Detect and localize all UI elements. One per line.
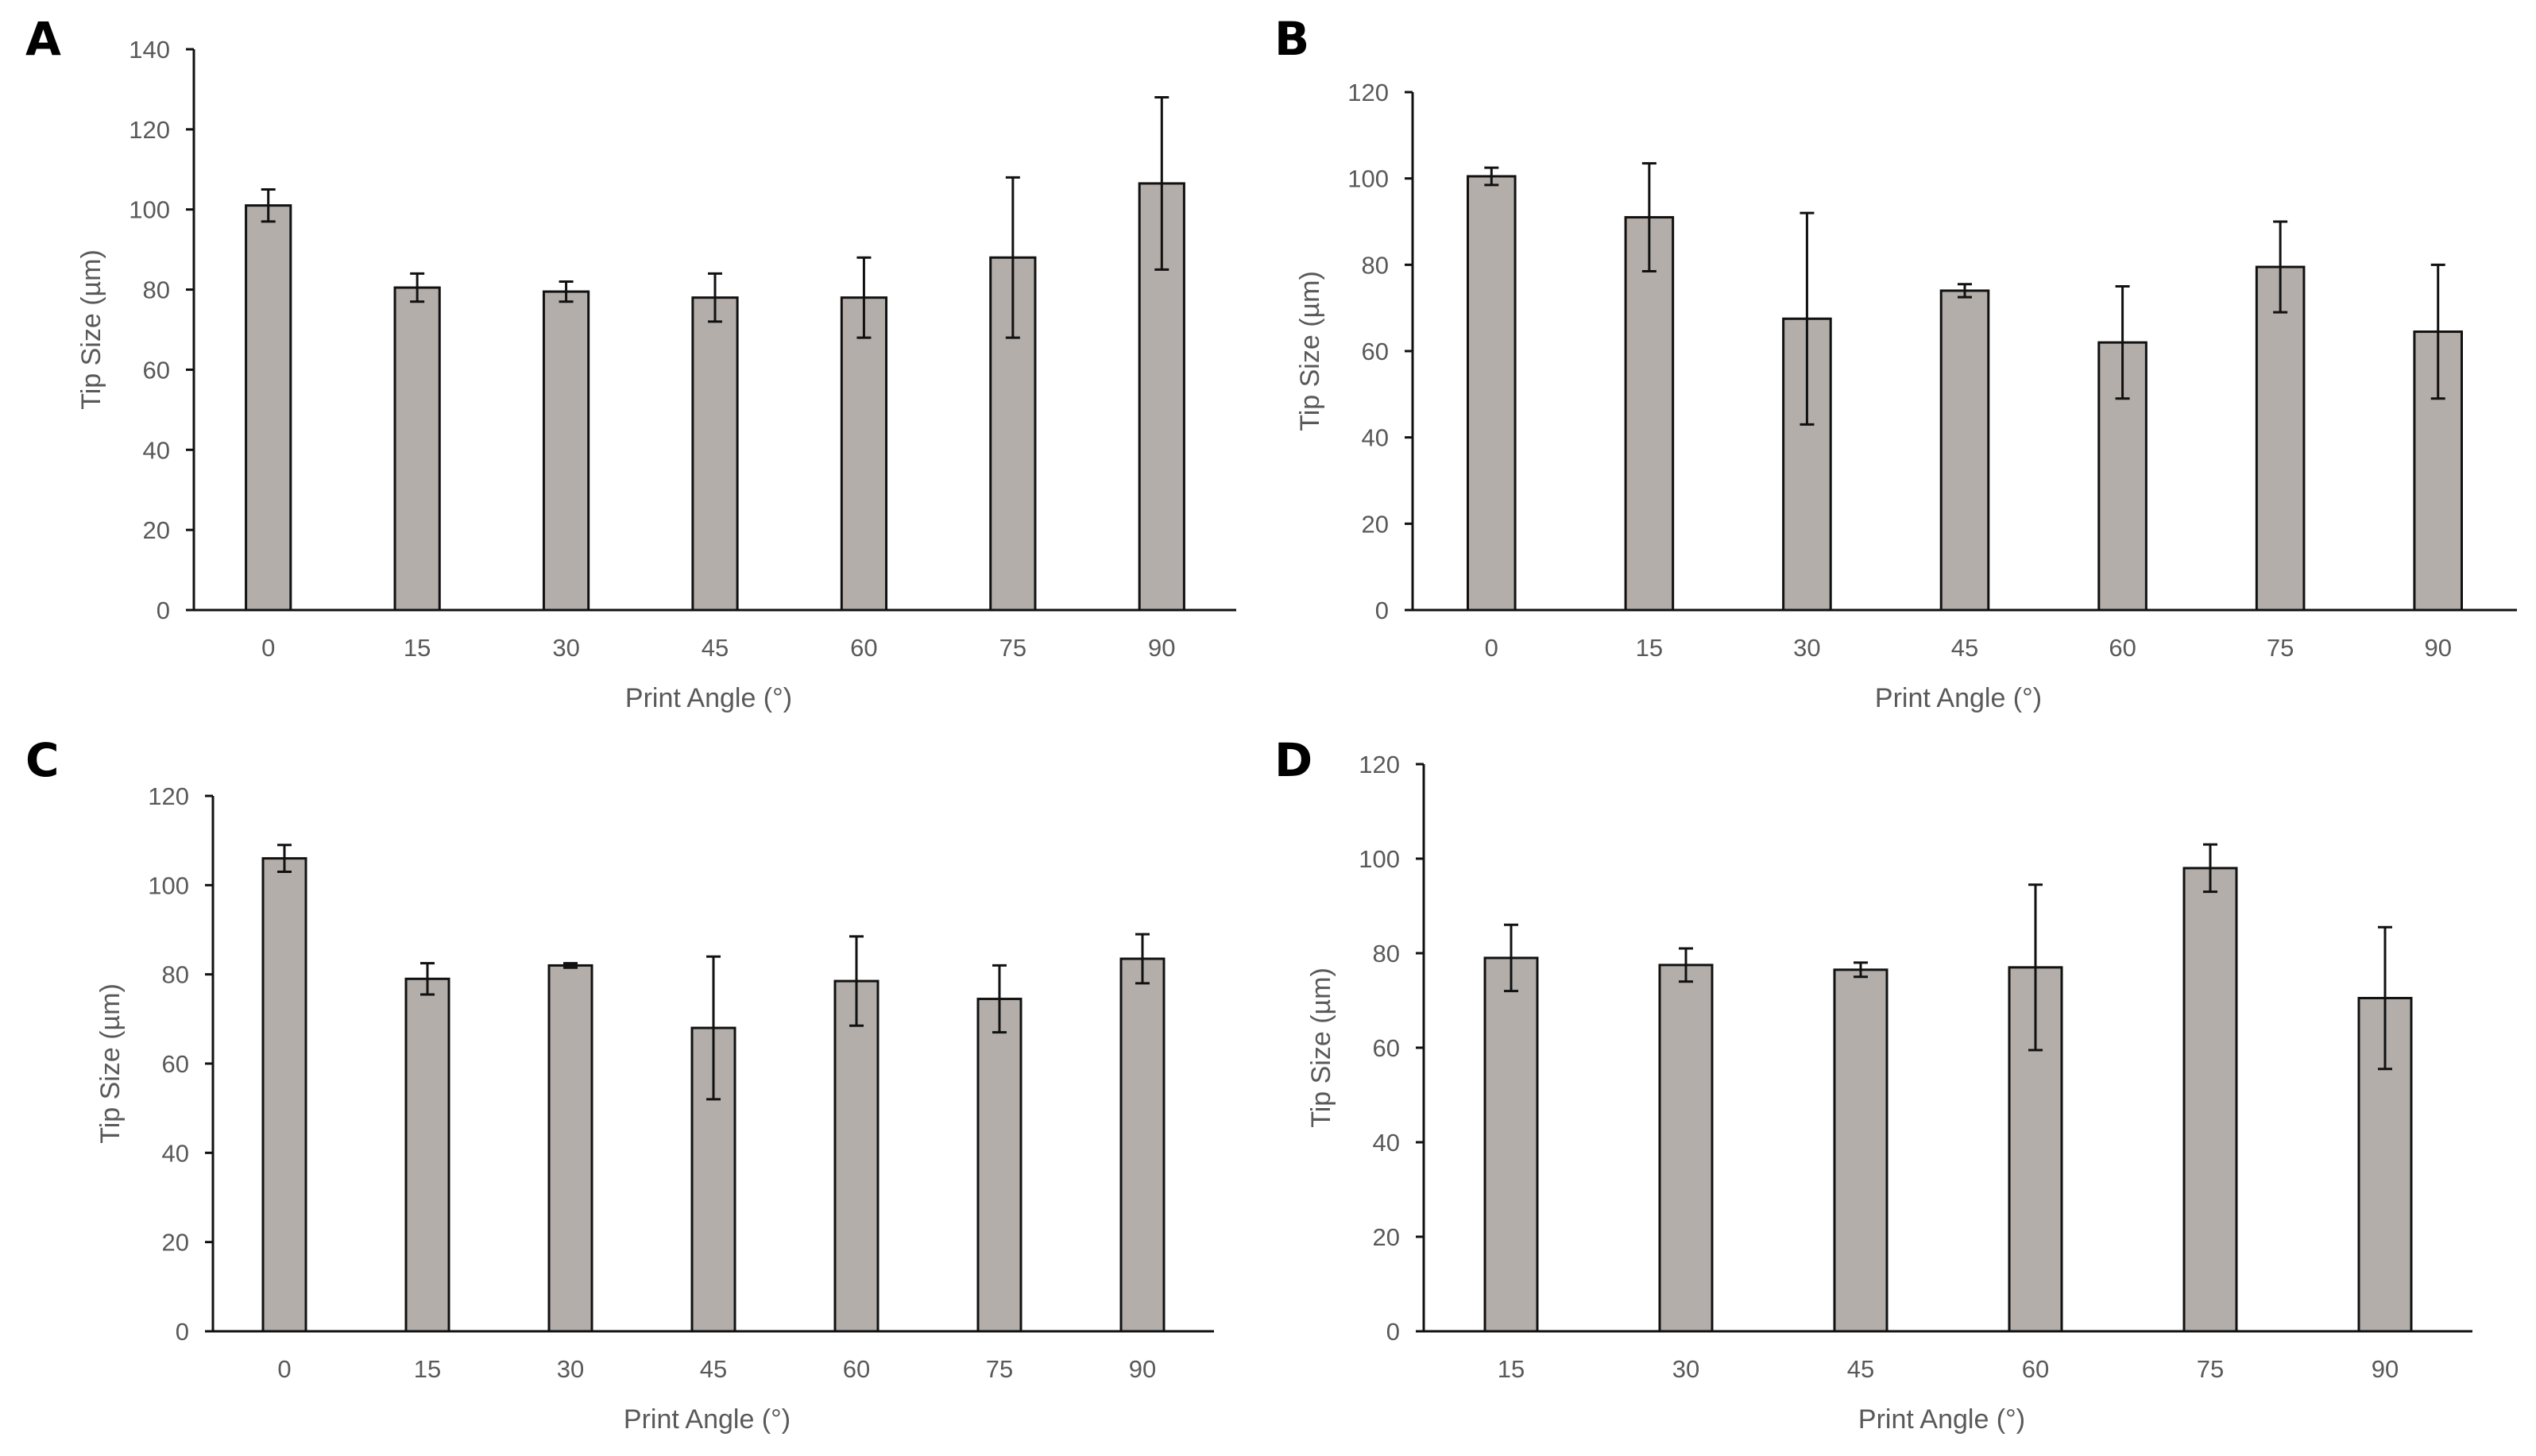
y-axis-title: Tip Size (µm)	[76, 249, 106, 410]
x-tick-label: 90	[2424, 634, 2451, 662]
x-tick-label: 75	[986, 1355, 1013, 1383]
bar	[691, 296, 739, 612]
bar	[2357, 997, 2413, 1333]
x-tick-label: 0	[261, 634, 275, 662]
x-tick-label: 60	[2109, 634, 2136, 662]
x-tick-label: 30	[552, 634, 579, 662]
x-tick-label: 0	[277, 1355, 291, 1383]
y-tick-label: 100	[1347, 165, 1389, 193]
y-axis-title: Tip Size (µm)	[95, 983, 126, 1144]
x-tick-label: 15	[1498, 1355, 1525, 1383]
x-axis-title: Print Angle (°)	[625, 683, 792, 713]
x-axis-title: Print Angle (°)	[624, 1404, 791, 1435]
chart-panel-d: D 0 20 40 60 80 100 120 15 30 45 60 75 90 Print Angle…	[1268, 728, 2536, 1456]
y-tick-label: 20	[1373, 1223, 1400, 1251]
bar	[547, 964, 593, 1333]
x-tick-label: 30	[557, 1355, 584, 1383]
x-tick-label: 60	[850, 634, 877, 662]
x-tick-label: 90	[1148, 634, 1175, 662]
bar	[1939, 289, 1990, 612]
x-tick-label: 30	[1672, 1355, 1699, 1383]
x-tick-label: 60	[843, 1355, 870, 1383]
y-tick-label: 140	[129, 36, 170, 64]
bar	[245, 204, 292, 612]
x-tick-label: 45	[1847, 1355, 1874, 1383]
y-tick-label: 0	[176, 1318, 189, 1346]
panel-label-b: B	[1274, 12, 1310, 66]
y-tick-label: 40	[162, 1139, 189, 1167]
y-tick-label: 0	[1386, 1318, 1400, 1346]
bar	[1119, 957, 1166, 1333]
chart-panel-a: A 0 20 40 60 80 100 120 140 0 15 30 45 60 75 90 Print A…	[0, 0, 1268, 728]
y-tick-label: 60	[143, 356, 170, 384]
bar	[2255, 265, 2306, 612]
x-axis-title: Print Angle (°)	[1858, 1404, 2025, 1435]
panel-label-d: D	[1274, 733, 1313, 787]
bar-chart-a: 0 20 40 60 80 100 120 140 0 15 30 45 60 75 90 Print Ang…	[76, 36, 1236, 713]
bar	[2182, 867, 2238, 1333]
y-tick-label: 60	[1362, 338, 1389, 365]
y-tick-label: 0	[1375, 597, 1389, 624]
x-tick-label: 45	[1951, 634, 1978, 662]
y-tick-label: 120	[148, 782, 189, 810]
x-tick-label: 15	[414, 1355, 441, 1383]
x-tick-label: 75	[2197, 1355, 2224, 1383]
x-tick-label: 60	[2022, 1355, 2049, 1383]
x-tick-label: 90	[2372, 1355, 2399, 1383]
bar	[404, 977, 450, 1333]
x-tick-label: 30	[1793, 634, 1820, 662]
bar	[1467, 175, 1517, 612]
x-tick-label: 0	[1485, 634, 1498, 662]
y-tick-label: 100	[148, 871, 189, 899]
panel-label-a: A	[25, 12, 61, 66]
y-tick-label: 80	[1362, 251, 1389, 279]
bar	[393, 286, 441, 612]
y-tick-label: 40	[1362, 424, 1389, 452]
panel-label-c: C	[25, 733, 60, 787]
y-tick-label: 60	[1373, 1034, 1400, 1062]
y-tick-label: 60	[162, 1050, 189, 1078]
x-axis-title: Print Angle (°)	[1875, 683, 2042, 713]
bar	[1624, 216, 1675, 612]
y-tick-label: 120	[129, 116, 170, 144]
bar	[542, 290, 590, 612]
chart-panel-c: C 0 20 40 60 80 100 120 0 15 30 45 60 75 90 Print Angl…	[0, 728, 1268, 1456]
y-axis-title: Tip Size (µm)	[1306, 967, 1336, 1128]
x-tick-label: 90	[1129, 1355, 1156, 1383]
x-tick-label: 15	[1636, 634, 1663, 662]
x-tick-label: 75	[999, 634, 1026, 662]
x-tick-label: 75	[2267, 634, 2294, 662]
y-tick-label: 40	[143, 436, 170, 464]
y-axis-title: Tip Size (µm)	[1295, 271, 1325, 431]
y-tick-label: 20	[1362, 510, 1389, 538]
y-tick-label: 80	[1373, 940, 1400, 967]
bar	[833, 979, 879, 1333]
y-tick-label: 100	[1359, 845, 1400, 873]
bar	[1833, 968, 1888, 1333]
bar	[1658, 964, 1714, 1333]
chart-panel-b: B 0 20 40 60 80 100 120 0 15 30 45 60 75 90 Print Angl…	[1268, 0, 2536, 728]
x-tick-label: 15	[404, 634, 431, 662]
y-tick-label: 120	[1347, 79, 1389, 106]
y-tick-label: 80	[143, 276, 170, 304]
y-tick-label: 120	[1359, 751, 1400, 778]
bar	[976, 998, 1023, 1333]
bar	[840, 296, 888, 612]
y-tick-label: 40	[1373, 1129, 1400, 1157]
bar-chart-b: 0 20 40 60 80 100 120 0 15 30 45 60 75 90 Print Angle …	[1295, 79, 2517, 713]
y-tick-label: 80	[162, 961, 189, 989]
y-tick-label: 20	[162, 1229, 189, 1257]
bar	[261, 857, 307, 1333]
x-tick-label: 45	[702, 634, 729, 662]
x-tick-label: 45	[700, 1355, 727, 1383]
bar-chart-d: 0 20 40 60 80 100 120 15 30 45 60 75 90 Print Angle (…	[1306, 751, 2472, 1435]
bar	[1483, 956, 1539, 1333]
y-tick-label: 100	[129, 196, 170, 224]
y-tick-label: 0	[157, 597, 170, 624]
bar-chart-c: 0 20 40 60 80 100 120 0 15 30 45 60 75 90 Print Angle …	[95, 782, 1214, 1435]
y-tick-label: 20	[143, 516, 170, 544]
